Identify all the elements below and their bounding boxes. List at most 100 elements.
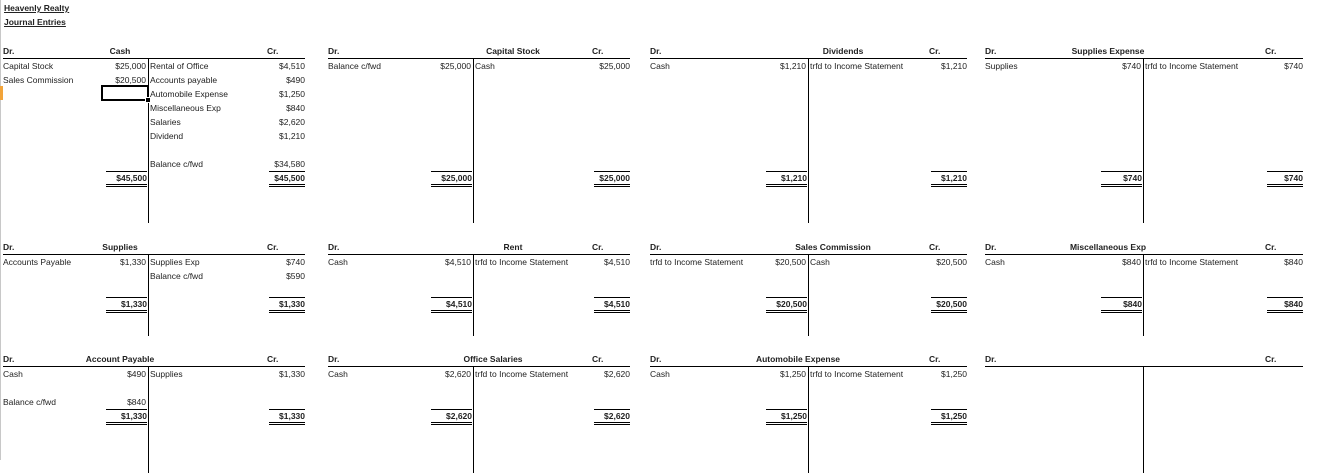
cr-label[interactable]: Cr.: [592, 354, 604, 364]
debit-entry-label[interactable]: trfd to Income Statement: [650, 257, 744, 267]
dr-label[interactable]: Dr.: [3, 354, 15, 364]
debit-entry-amount[interactable]: $740: [1122, 61, 1141, 71]
debit-entry-amount[interactable]: $1,210: [780, 61, 806, 71]
account-title[interactable]: Automobile Expense: [755, 354, 841, 364]
credit-entry-amount[interactable]: $1,250: [941, 369, 967, 379]
credit-entry-label[interactable]: Supplies: [150, 369, 183, 379]
debit-entry-amount[interactable]: $1,330: [120, 257, 146, 267]
credit-entry-label[interactable]: [150, 143, 270, 157]
debit-total[interactable]: $4,510: [431, 297, 472, 313]
debit-total[interactable]: $2,620: [431, 409, 472, 425]
dr-label[interactable]: Dr.: [650, 242, 662, 252]
credit-entry-label[interactable]: trfd to Income Statement: [1145, 61, 1239, 71]
account-title[interactable]: Supplies Expense: [1071, 46, 1145, 56]
credit-entry-amount[interactable]: $2,620: [279, 117, 305, 127]
credit-entry-label[interactable]: Cash: [475, 61, 495, 71]
account-title[interactable]: Miscellaneous Exp: [1069, 242, 1147, 252]
debit-total[interactable]: $25,000: [431, 171, 472, 187]
account-title[interactable]: [1113, 353, 1203, 366]
dr-label[interactable]: Dr.: [650, 354, 662, 364]
debit-total[interactable]: $1,210: [766, 171, 807, 187]
cr-label[interactable]: Cr.: [267, 242, 279, 252]
account-title[interactable]: Account Payable: [85, 354, 155, 364]
debit-total[interactable]: $740: [1101, 171, 1142, 187]
credit-entry-label[interactable]: Rental of Office: [150, 61, 209, 71]
credit-entry-amount[interactable]: $4,510: [604, 257, 630, 267]
credit-total[interactable]: $840: [1267, 297, 1303, 313]
debit-total[interactable]: $840: [1101, 297, 1142, 313]
debit-entry-label[interactable]: Cash: [650, 369, 670, 379]
credit-entry-label[interactable]: Automobile Expense: [150, 89, 228, 99]
credit-entry-label[interactable]: trfd to Income Statement: [810, 369, 904, 379]
account-title[interactable]: Dividends: [822, 46, 864, 56]
debit-entry-label[interactable]: Cash: [985, 257, 1005, 267]
debit-entry-amount[interactable]: $4,510: [445, 257, 471, 267]
cr-label[interactable]: Cr.: [929, 354, 941, 364]
debit-entry-amount[interactable]: $20,500: [775, 257, 806, 267]
credit-entry-amount[interactable]: $490: [286, 75, 305, 85]
debit-total[interactable]: $1,250: [766, 409, 807, 425]
dr-label[interactable]: Dr.: [650, 46, 662, 56]
debit-entry-label[interactable]: Capital Stock: [3, 61, 54, 71]
debit-entry-amount[interactable]: $1,250: [780, 369, 806, 379]
debit-total[interactable]: $45,500: [106, 171, 147, 187]
credit-entry-amount[interactable]: $4,510: [279, 61, 305, 71]
credit-entry-label[interactable]: trfd to Income Statement: [475, 257, 569, 267]
debit-entry-label[interactable]: Cash: [328, 257, 348, 267]
dr-label[interactable]: Dr.: [3, 46, 15, 56]
debit-total[interactable]: $1,330: [106, 409, 147, 425]
account-title[interactable]: Rent: [503, 242, 523, 252]
credit-total[interactable]: $1,250: [931, 409, 967, 425]
credit-entry-label[interactable]: Salaries: [150, 117, 181, 127]
credit-entry-amount[interactable]: $740: [286, 257, 305, 267]
account-title[interactable]: Sales Commission: [795, 242, 871, 252]
credit-entry-amount[interactable]: $840: [1284, 257, 1303, 267]
cr-label[interactable]: Cr.: [929, 46, 941, 56]
credit-entry-label[interactable]: trfd to Income Statement: [1145, 257, 1239, 267]
debit-entry-amount[interactable]: $25,000: [440, 61, 471, 71]
fill-handle[interactable]: [145, 97, 151, 103]
credit-entry-amount[interactable]: $1,210: [279, 131, 305, 141]
credit-entry-amount[interactable]: $840: [286, 103, 305, 113]
credit-total[interactable]: $1,210: [931, 171, 967, 187]
credit-total[interactable]: $45,500: [269, 171, 305, 187]
dr-label[interactable]: Dr.: [3, 242, 15, 252]
credit-entry-label[interactable]: Cash: [810, 257, 830, 267]
cr-label[interactable]: Cr.: [267, 354, 279, 364]
dr-label[interactable]: Dr.: [985, 354, 997, 364]
debit-entry-label[interactable]: Balance c/fwd: [3, 397, 56, 407]
account-title[interactable]: Office Salaries: [463, 354, 523, 364]
credit-entry-label[interactable]: Dividend: [150, 131, 184, 141]
cr-label[interactable]: Cr.: [1265, 46, 1277, 56]
credit-entry-label[interactable]: trfd to Income Statement: [475, 369, 569, 379]
cr-label[interactable]: Cr.: [929, 242, 941, 252]
credit-entry-label[interactable]: Supplies Exp: [150, 257, 200, 267]
credit-entry-amount[interactable]: $590: [286, 271, 305, 281]
debit-entry-amount[interactable]: [98, 381, 146, 395]
credit-entry-amount[interactable]: $740: [1284, 61, 1303, 71]
debit-entry-amount[interactable]: $25,000: [115, 61, 146, 71]
cr-label[interactable]: Cr.: [592, 46, 604, 56]
credit-total[interactable]: $1,330: [269, 409, 305, 425]
credit-entry-label[interactable]: trfd to Income Statement: [810, 61, 904, 71]
debit-entry-amount[interactable]: $840: [127, 397, 146, 407]
credit-entry-label[interactable]: Balance c/fwd: [150, 159, 203, 169]
dr-label[interactable]: Dr.: [985, 242, 997, 252]
credit-entry-amount[interactable]: $25,000: [599, 61, 630, 71]
debit-total[interactable]: $1,330: [106, 297, 147, 313]
credit-entry-label[interactable]: Balance c/fwd: [150, 271, 203, 281]
debit-entry-label[interactable]: Supplies: [985, 61, 1018, 71]
credit-entry-label[interactable]: Miscellaneous Exp: [150, 103, 221, 113]
dr-label[interactable]: Dr.: [328, 242, 340, 252]
credit-entry-amount[interactable]: $1,210: [941, 61, 967, 71]
cr-label[interactable]: Cr.: [1265, 354, 1277, 364]
credit-entry-label[interactable]: Accounts payable: [150, 75, 218, 85]
credit-total[interactable]: $2,620: [594, 409, 630, 425]
credit-entry-amount[interactable]: $1,250: [279, 89, 305, 99]
credit-total[interactable]: $25,000: [594, 171, 630, 187]
dr-label[interactable]: Dr.: [328, 46, 340, 56]
credit-entry-amount[interactable]: $2,620: [604, 369, 630, 379]
credit-entry-amount[interactable]: $20,500: [936, 257, 967, 267]
debit-total[interactable]: $20,500: [766, 297, 807, 313]
debit-entry-amount[interactable]: $20,500: [115, 75, 146, 85]
